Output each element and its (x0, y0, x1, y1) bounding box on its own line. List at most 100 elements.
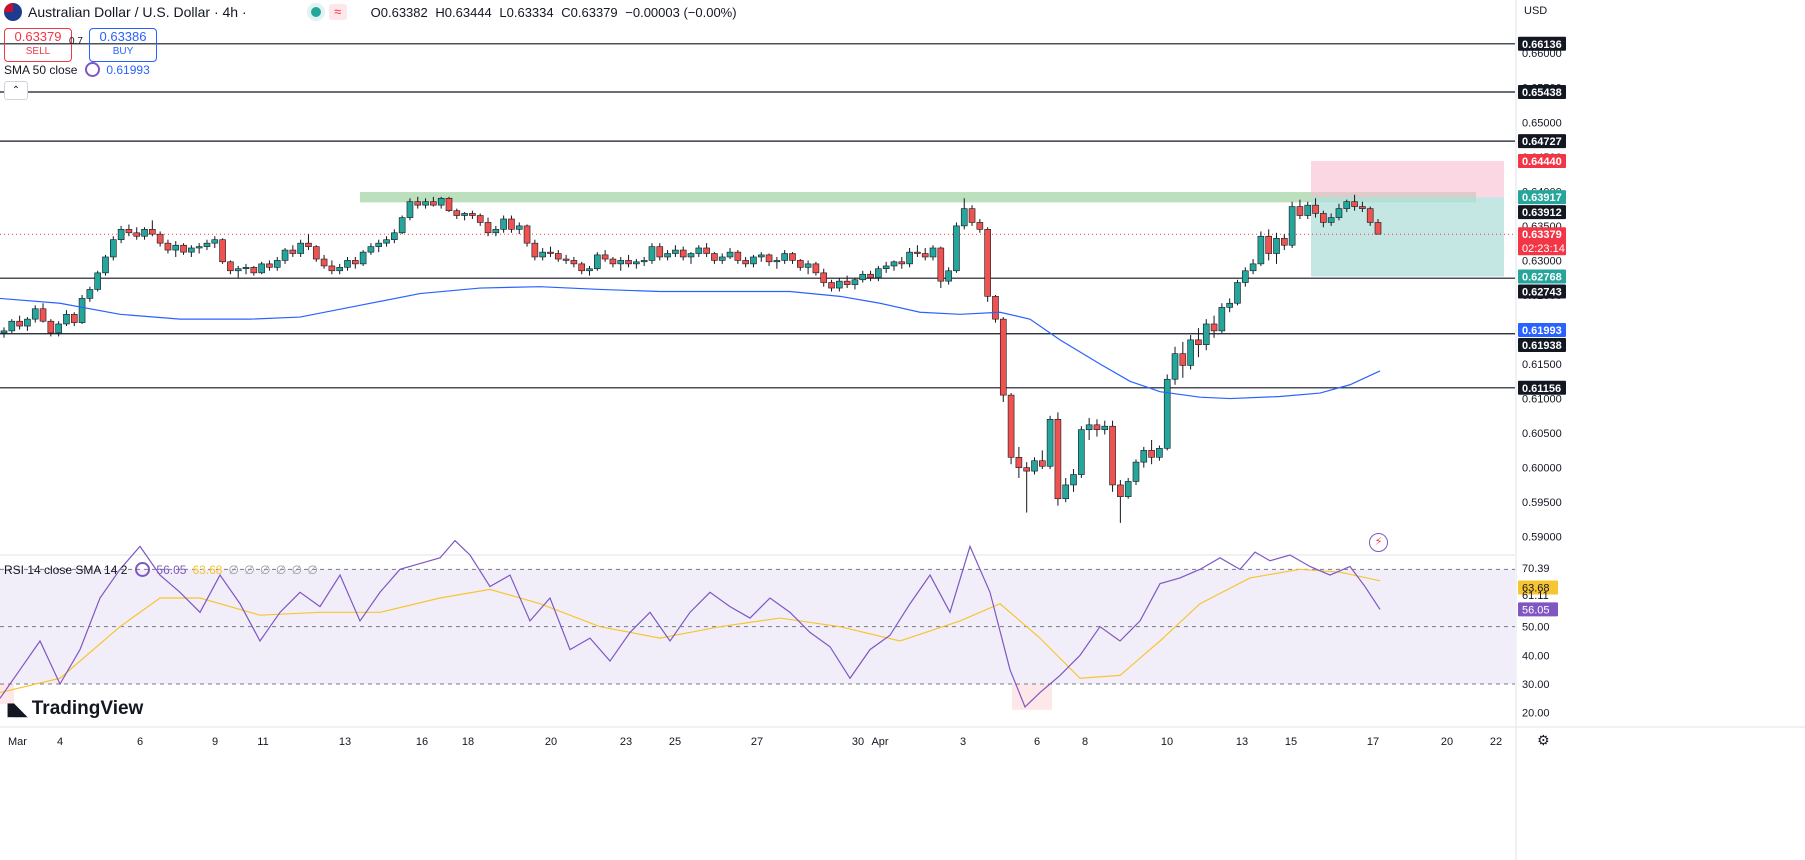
price-label-bg (1518, 134, 1566, 149)
candle (469, 210, 476, 219)
candle-body (562, 258, 570, 261)
tradingview-logo[interactable]: ▮◣ TradingView (6, 698, 143, 720)
currency-selector[interactable]: USD (1524, 5, 1548, 17)
candle-body (1374, 222, 1382, 235)
candle (1187, 335, 1194, 370)
candle (820, 268, 828, 287)
market-status[interactable]: ≈ (306, 3, 347, 21)
low-value: L0.63334 (499, 4, 554, 20)
candle-body (953, 225, 960, 272)
rsi-tick: 50.00 (1522, 622, 1550, 634)
candle-body (398, 217, 406, 234)
candle (1273, 232, 1280, 264)
rsi-label-bg (1518, 580, 1558, 595)
candle (765, 253, 773, 266)
candle-body (976, 222, 984, 230)
candle-body (344, 260, 351, 268)
rsi-tick: 63.68 (1518, 580, 1558, 595)
candle-body (1156, 448, 1163, 458)
symbol-title[interactable]: Australian Dollar / U.S. Dollar · 4h · (28, 4, 247, 20)
price-label: 0.63912 (1518, 205, 1566, 220)
candle (617, 256, 625, 271)
candle-body (867, 273, 874, 278)
buy-button[interactable]: 0.63386 BUY (89, 28, 157, 62)
rsi-tick: 20.00 (1522, 708, 1550, 720)
candle (1257, 231, 1265, 266)
candle-body (336, 267, 343, 272)
rsi-tick-label: 30.00 (1522, 679, 1550, 691)
candle-body (422, 201, 429, 206)
gear-icon[interactable]: ⚙ (1537, 732, 1550, 748)
candle (703, 243, 710, 257)
candle (476, 213, 484, 226)
candle-body (149, 229, 156, 235)
candle-body (609, 258, 617, 265)
candle (312, 245, 320, 262)
price-label: 0.61938 (1518, 337, 1566, 352)
candle (188, 245, 195, 257)
candle-body (1054, 418, 1062, 500)
candle (890, 260, 898, 271)
candle (586, 265, 593, 276)
candle-body (172, 244, 180, 251)
candle (1202, 319, 1210, 351)
candle (679, 246, 687, 261)
candle-body (937, 247, 945, 282)
rsi-legend[interactable]: RSI 14 close SMA 14 2 56.05 63.68 ∅ ∅ ∅ … (4, 562, 319, 577)
collapse-legend-button[interactable]: ⌃ (4, 81, 28, 100)
candle (1039, 450, 1046, 470)
price-label: 0.64727 (1518, 134, 1566, 149)
candle-body (875, 268, 882, 278)
candle (859, 270, 867, 283)
candle (882, 261, 890, 273)
rsi-label-bg (1518, 602, 1558, 617)
candle-body (921, 253, 929, 258)
rsi-sma-line (0, 568, 1381, 694)
sma-50-line (0, 286, 1381, 400)
candle-body (1257, 235, 1265, 265)
candle (789, 252, 796, 264)
candle-body (86, 289, 94, 299)
market-open-icon (306, 3, 325, 21)
candle (1031, 457, 1038, 475)
candle-body (94, 272, 101, 290)
candle (547, 246, 554, 257)
candle-body (1124, 481, 1132, 497)
candle-body (242, 267, 250, 270)
sma-value: 0.61993 (106, 62, 150, 77)
candle (328, 260, 336, 275)
price-label-text: 0.63912 (1522, 207, 1562, 219)
sell-price: 0.63379 (14, 29, 62, 44)
candle-body (1359, 206, 1366, 209)
candle (992, 294, 999, 323)
candle (414, 196, 422, 209)
candle (1163, 374, 1171, 451)
price-label: 0.62768 (1518, 269, 1566, 284)
candle (39, 303, 47, 323)
price-label-text: 0.64727 (1522, 136, 1562, 148)
candle (508, 215, 515, 233)
candle (391, 229, 398, 244)
price-label-bg (1518, 322, 1566, 337)
buy-label: BUY (112, 46, 134, 57)
candle-body (1218, 307, 1226, 332)
candle (1132, 459, 1140, 485)
source-icon (135, 562, 151, 577)
sma-legend[interactable]: SMA 50 close 0.61993 (4, 62, 150, 77)
candle (976, 218, 984, 233)
candle-body (305, 242, 312, 247)
candle (63, 310, 70, 327)
candle-body (1343, 201, 1351, 209)
candle-body (352, 260, 359, 265)
candle-body (679, 249, 687, 258)
candle (70, 312, 78, 327)
rsi-pane (0, 539, 1515, 710)
candle-body (789, 253, 796, 261)
candlestick-layer (0, 194, 1382, 523)
candle (1054, 412, 1062, 506)
rsi-tick: 70.39 (1522, 563, 1550, 575)
bolt-icon[interactable]: ⚡ (1369, 533, 1388, 552)
candle-body (508, 218, 515, 230)
sell-button[interactable]: 0.63379 SELL (4, 28, 72, 62)
